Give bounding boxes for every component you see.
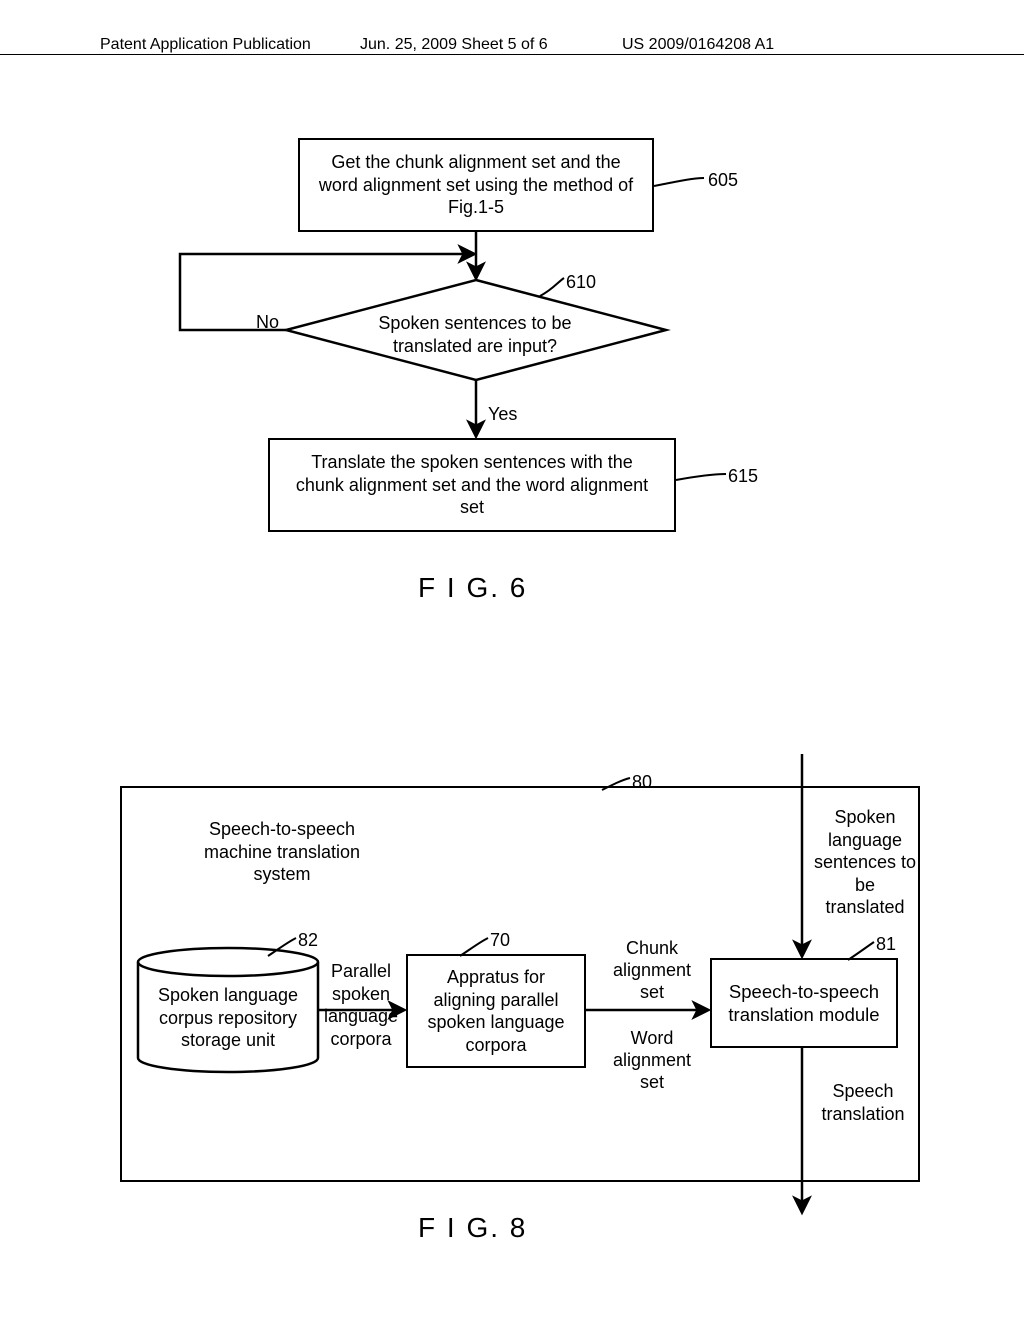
diagram-svg — [0, 0, 1024, 1320]
